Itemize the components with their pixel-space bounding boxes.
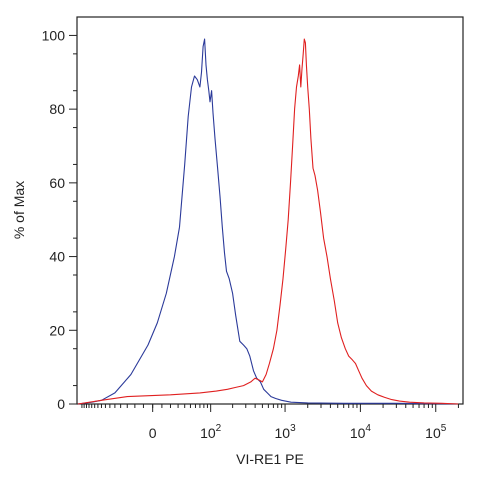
y-axis: 0 20 40 60 80 100: [42, 27, 77, 412]
y-tick-label: 20: [49, 322, 65, 338]
plot-frame: [76, 16, 464, 405]
y-tick-label: 0: [57, 396, 65, 412]
x-tick-label: 104: [350, 423, 372, 441]
series-layer: [77, 38, 459, 405]
y-tick-label: 40: [49, 249, 65, 265]
y-tick-label: 60: [49, 175, 65, 191]
x-tick-label: 102: [200, 423, 222, 441]
y-axis-label: % of Max: [11, 181, 27, 239]
series-line-1: [77, 38, 459, 405]
x-axis-label: VI-RE1 PE: [236, 451, 304, 467]
y-tick-label: 80: [49, 101, 65, 117]
x-tick-label: 0: [149, 425, 157, 441]
x-tick-label: 103: [274, 423, 296, 441]
series-line-2: [77, 38, 459, 405]
x-axis: 0 102 103 104 105: [81, 404, 459, 441]
x-tick-label: 105: [425, 423, 447, 441]
y-tick-label: 100: [42, 27, 66, 43]
